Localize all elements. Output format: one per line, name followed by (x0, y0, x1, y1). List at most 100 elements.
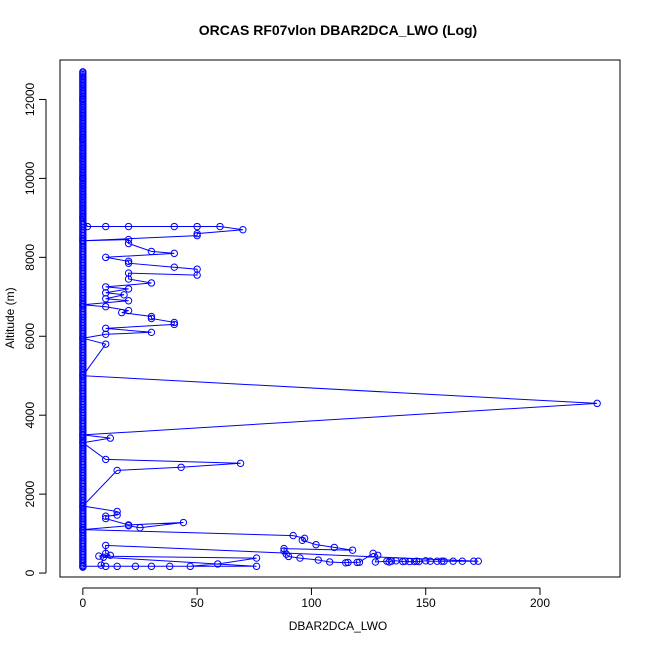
data-point (314, 556, 322, 564)
data-point (330, 543, 338, 552)
data-point (371, 558, 380, 566)
data-point (166, 562, 174, 571)
data-point (312, 540, 320, 549)
data-point (102, 562, 110, 571)
data-point (113, 511, 121, 519)
data-point (102, 330, 110, 338)
data-point (170, 249, 178, 258)
x-axis-label: DBAR2DCA_LWO (289, 619, 387, 633)
data-point (102, 514, 110, 523)
data-point (120, 291, 128, 299)
y-tick-label: 4000 (23, 402, 37, 429)
data-point (124, 275, 133, 283)
data-point (401, 557, 409, 565)
data-point (95, 552, 103, 560)
data-point (422, 557, 430, 565)
data-point (124, 239, 133, 248)
data-point (179, 518, 188, 527)
data-point (438, 557, 446, 565)
data-point (193, 229, 201, 238)
data-point (124, 222, 133, 231)
y-tick-label: 0 (23, 569, 37, 576)
data-point (369, 549, 377, 558)
data-point (131, 562, 140, 571)
data-point (102, 541, 110, 550)
data-point (147, 312, 156, 321)
data-point (147, 279, 156, 287)
data-point (102, 455, 110, 464)
data-point (113, 466, 121, 475)
data-point (216, 222, 224, 231)
y-tick-label: 6000 (23, 323, 37, 350)
y-tick-label: 8000 (23, 244, 37, 271)
data-point (326, 558, 334, 566)
data-point (124, 259, 133, 267)
data-point (298, 536, 306, 544)
data-point (344, 558, 352, 567)
data-point (170, 318, 178, 327)
data-point (147, 328, 156, 337)
data-point (102, 340, 110, 348)
y-tick-label: 10000 (23, 161, 37, 195)
data-point (124, 297, 133, 305)
chart-title: ORCAS RF07vlon DBAR2DCA_LWO (Log) (199, 22, 477, 38)
data-point (186, 562, 194, 571)
data-point (193, 271, 201, 279)
data-point (239, 226, 247, 234)
data-point (170, 222, 178, 231)
data-point (348, 546, 357, 554)
x-axis: 0 50 100 150 200 (80, 587, 550, 610)
x-tick-label: 0 (80, 596, 87, 610)
data-point (102, 512, 110, 520)
plot-frame (59, 59, 621, 578)
data-point (593, 399, 601, 408)
data-point (124, 257, 133, 265)
data-point (170, 263, 178, 271)
data-point (124, 306, 133, 315)
x-tick-label: 50 (190, 596, 204, 610)
y-tick-label: 2000 (23, 480, 37, 507)
data-point (300, 534, 309, 543)
data-point (193, 231, 201, 240)
data-point (102, 295, 110, 303)
data-point (236, 459, 245, 468)
data-point (113, 507, 121, 516)
data-point (449, 557, 457, 565)
data-point (282, 550, 290, 558)
data-point (124, 521, 133, 530)
data-point (113, 562, 121, 571)
data-point (355, 558, 364, 566)
data-point (415, 557, 423, 566)
data-point (387, 557, 396, 565)
data-point (106, 551, 114, 559)
data-point (296, 554, 304, 562)
data-point (193, 222, 201, 231)
data-point (170, 320, 178, 329)
data-point (177, 463, 185, 471)
x-tick-label: 150 (416, 596, 436, 610)
data-point (124, 285, 133, 293)
data-point (474, 557, 482, 565)
data-point (106, 434, 114, 442)
data-point (458, 557, 466, 565)
data-point (124, 235, 133, 244)
data-point (214, 560, 222, 568)
y-tick-label: 12000 (23, 82, 37, 116)
data-point (102, 222, 110, 231)
y-axis: 0 2000 4000 6000 8000 10000 12000 (23, 82, 47, 576)
y-axis-label: Altitude (m) (3, 287, 17, 348)
data-point (102, 302, 110, 311)
plot-area (79, 68, 601, 571)
data-point (99, 553, 108, 561)
x-tick-label: 100 (301, 596, 321, 610)
data-point (147, 562, 156, 571)
data-point (136, 523, 144, 532)
data-point (102, 549, 110, 558)
data-point (252, 554, 261, 562)
data-point (252, 562, 261, 571)
data-point (118, 308, 126, 317)
data-point (392, 557, 400, 565)
data-point (440, 557, 448, 565)
data-point (374, 551, 382, 559)
